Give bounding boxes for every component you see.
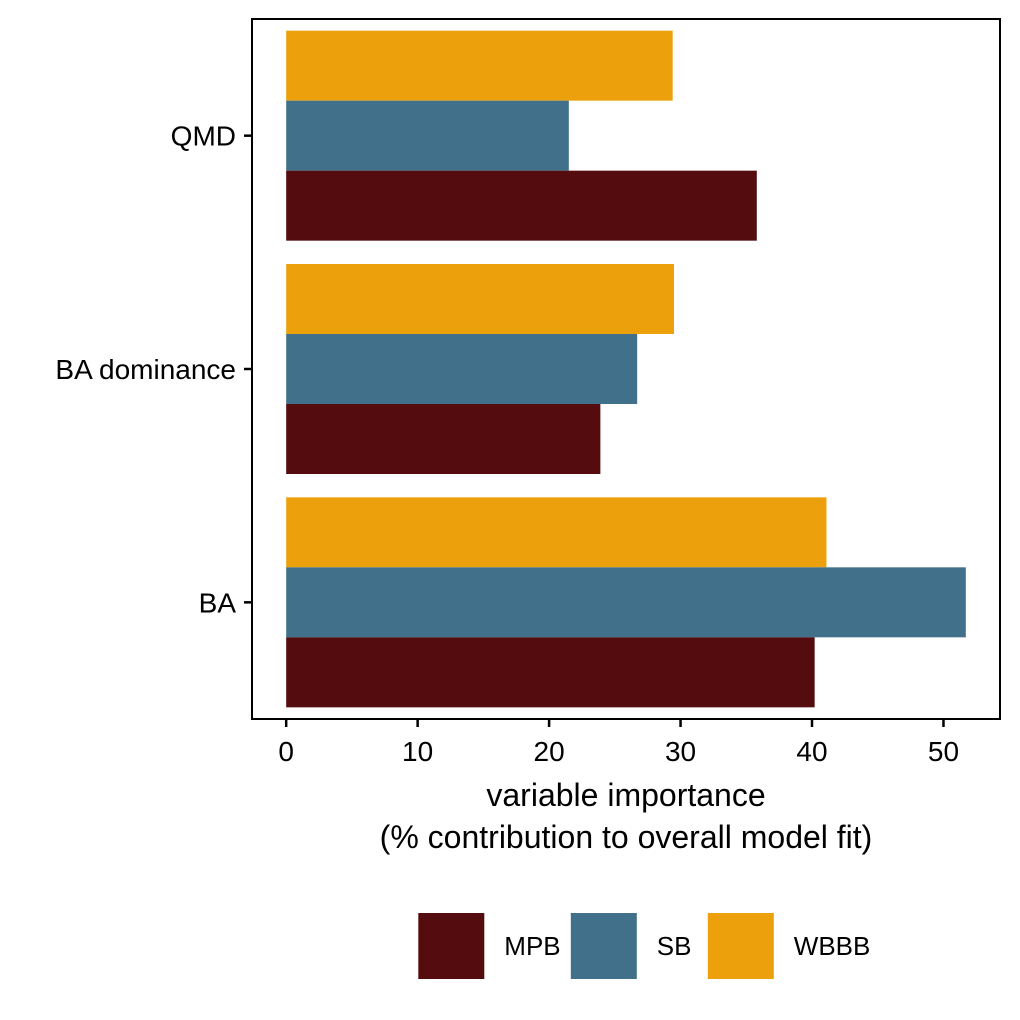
legend-key-mpb xyxy=(418,913,485,979)
x-axis: 0 10 20 30 40 50 xyxy=(278,719,959,767)
x-tick-label-0: 0 xyxy=(278,736,294,767)
bar-ba-dominance-sb xyxy=(286,334,638,404)
bar-qmd-mpb xyxy=(286,170,757,241)
legend-key-wbbb xyxy=(707,913,774,979)
y-tick-label-qmd: QMD xyxy=(171,121,236,152)
x-tick-label-10: 10 xyxy=(402,736,433,767)
legend: MPB SB WBBB xyxy=(418,913,870,979)
bar-ba-mpb xyxy=(286,637,815,708)
bar-ba-sb xyxy=(286,567,966,638)
legend-label-sb: SB xyxy=(657,931,692,961)
y-axis: QMD BA dominance BA xyxy=(55,121,252,618)
bar-qmd-sb xyxy=(286,100,569,171)
x-axis-title-line-2: (% contribution to overall model fit) xyxy=(380,819,873,855)
bars-layer xyxy=(286,30,966,708)
bar-ba-wbbb xyxy=(286,497,827,568)
legend-label-wbbb: WBBB xyxy=(794,931,871,961)
x-tick-label-30: 30 xyxy=(665,736,696,767)
x-axis-title-line-1: variable importance xyxy=(486,777,765,813)
x-tick-label-20: 20 xyxy=(534,736,565,767)
bar-qmd-wbbb xyxy=(286,30,673,101)
y-tick-label-ba: BA xyxy=(199,587,237,618)
x-tick-label-40: 40 xyxy=(796,736,827,767)
x-tick-label-50: 50 xyxy=(928,736,959,767)
y-tick-label-ba-dominance: BA dominance xyxy=(55,354,236,385)
legend-label-mpb: MPB xyxy=(504,931,560,961)
bar-ba-dominance-wbbb xyxy=(286,264,674,334)
bar-ba-dominance-mpb xyxy=(286,404,601,474)
legend-key-sb xyxy=(570,913,637,979)
